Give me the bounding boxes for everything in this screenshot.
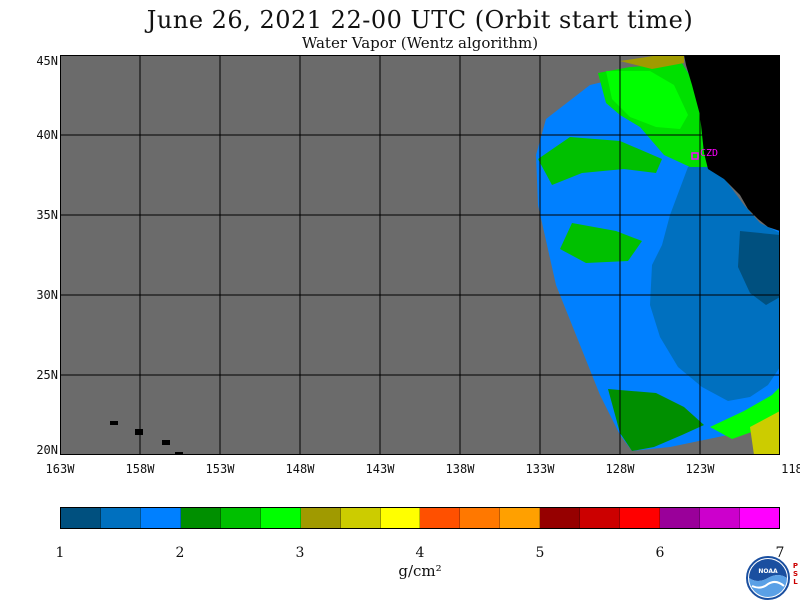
colorbar-segment xyxy=(420,508,461,528)
colorbar-tick-label: 5 xyxy=(535,545,545,561)
lon-label: 128W xyxy=(605,462,635,476)
map-border xyxy=(60,55,780,455)
colorbar-segment xyxy=(61,508,101,528)
psl-logo: P S L xyxy=(791,562,800,586)
colorbar-segment xyxy=(220,508,261,528)
lat-label: 45N xyxy=(36,54,58,68)
water-vapor-map: CZD xyxy=(60,55,780,455)
vapor-region-dark-blue xyxy=(650,159,780,401)
vapor-region-deep-blue xyxy=(738,231,780,305)
colorbar-segment xyxy=(739,508,779,528)
vapor-band-green-middle xyxy=(538,137,662,185)
lon-label: 118W xyxy=(781,462,800,476)
lon-label: 153W xyxy=(205,462,235,476)
lon-label: 138W xyxy=(445,462,475,476)
vapor-band-green-north-inner xyxy=(606,71,688,129)
colorbar-segment xyxy=(500,508,541,528)
vapor-band-olive-north xyxy=(620,55,684,69)
colorbar-tick-label: 7 xyxy=(775,545,785,561)
colorbar-unit: g/cm² xyxy=(398,562,442,580)
lon-label: 123W xyxy=(685,462,715,476)
colorbar-tick-label: 1 xyxy=(55,545,65,561)
lon-label: 143W xyxy=(365,462,395,476)
colorbar-segment xyxy=(100,508,141,528)
map-grid xyxy=(60,55,780,455)
noaa-logo: NOAA xyxy=(746,556,790,600)
water-vapor-field xyxy=(536,55,780,455)
colorbar-segment xyxy=(580,508,621,528)
colorbar-tick-label: 6 xyxy=(655,545,665,561)
land-mass xyxy=(684,55,780,231)
map-title: June 26, 2021 22-00 UTC (Orbit start tim… xyxy=(146,6,694,34)
map-svg: CZD xyxy=(60,55,780,455)
hawaiian-islands xyxy=(110,421,183,455)
colorbar-segment xyxy=(660,508,700,528)
vapor-band-green-south xyxy=(608,389,704,451)
lat-label: 35N xyxy=(36,208,58,222)
map-subtitle: Water Vapor (Wentz algorithm) xyxy=(301,34,539,52)
lat-label: 40N xyxy=(36,128,58,142)
colorbar-tick-label: 3 xyxy=(295,545,305,561)
colorbar-segment xyxy=(340,508,381,528)
noaa-logo-text: NOAA xyxy=(758,568,778,575)
lat-label: 20N xyxy=(36,443,58,457)
colorbar-segment xyxy=(260,508,301,528)
colorbar-segment xyxy=(140,508,181,528)
lat-label: 25N xyxy=(36,368,58,382)
colorbar-tick-label: 2 xyxy=(175,545,185,561)
psl-logo-letter: P xyxy=(792,562,799,570)
station-marker xyxy=(691,152,699,160)
colorbar-segment xyxy=(380,508,421,528)
lon-label: 133W xyxy=(525,462,555,476)
colorbar-segment xyxy=(300,508,341,528)
colorbar-segment xyxy=(180,508,221,528)
colorbar-segment xyxy=(540,508,581,528)
lon-label: 148W xyxy=(285,462,315,476)
colorbar-segment xyxy=(460,508,501,528)
colorbar-tick-label: 4 xyxy=(415,545,425,561)
station-label: CZD xyxy=(700,148,718,159)
colorbar-segment xyxy=(620,508,661,528)
vapor-band-yellow-southeast xyxy=(750,411,780,455)
lat-label: 30N xyxy=(36,288,58,302)
colorbar-segment xyxy=(700,508,740,528)
colorbar xyxy=(60,507,780,529)
lon-label: 163W xyxy=(45,462,75,476)
psl-logo-letter: S xyxy=(792,570,799,578)
vapor-band-green-east xyxy=(560,223,642,263)
lon-label: 158W xyxy=(125,462,155,476)
psl-logo-letter: L xyxy=(793,578,798,586)
